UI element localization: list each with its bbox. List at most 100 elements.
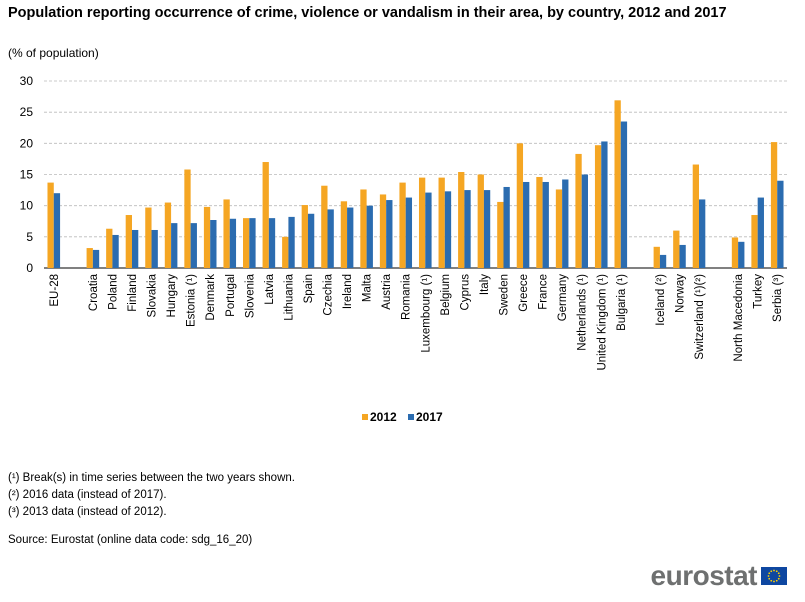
bar-2017 <box>307 213 315 268</box>
x-tick-label: Italy <box>479 274 491 295</box>
bar-2017 <box>249 218 256 268</box>
bar-2012 <box>243 218 250 268</box>
bar-2017 <box>190 223 197 268</box>
bar-2012 <box>164 202 172 268</box>
bar-2017 <box>405 197 413 268</box>
flag-star <box>775 570 778 573</box>
x-tick-label: Latvia <box>264 273 276 304</box>
bar-2012 <box>47 182 54 268</box>
x-tick-label: Finland <box>127 274 139 312</box>
bar-2012 <box>399 182 406 268</box>
bar-2012 <box>321 185 328 268</box>
bar-2017 <box>503 186 510 268</box>
bar-2017 <box>425 192 432 268</box>
bar-2017 <box>601 141 608 268</box>
bar-2012 <box>497 201 504 268</box>
bar-2017 <box>268 218 276 268</box>
logo-text: eurostat <box>650 560 758 591</box>
flag-star <box>768 572 771 575</box>
bar-2017 <box>171 223 178 268</box>
bar-2012 <box>418 177 426 268</box>
bar-2017 <box>679 244 686 268</box>
x-tick-label: Czechia <box>323 273 335 315</box>
bar-2012 <box>751 215 758 268</box>
flag-star <box>768 577 771 580</box>
bar-2017 <box>92 249 100 268</box>
bar-2017 <box>777 180 784 268</box>
legend-swatch <box>362 414 368 420</box>
y-tick-label: 15 <box>20 168 34 182</box>
y-tick-label: 20 <box>20 136 34 150</box>
bar-2017 <box>327 209 334 268</box>
bar-2017 <box>757 197 764 268</box>
x-tick-label: Poland <box>107 274 119 310</box>
bar-chart: 0 5 10 15 20 25 30 EU-28 Croatia Poland Finland Slo… <box>20 74 787 424</box>
bar-2012 <box>262 162 269 268</box>
flag-star <box>777 572 780 575</box>
bar-2012 <box>673 230 680 268</box>
legend-swatch <box>408 414 414 420</box>
x-tick-label: Spain <box>303 274 315 303</box>
footnote: (³) 2013 data (instead of 2012). <box>8 506 167 518</box>
x-tick-label: Slovenia <box>244 273 256 318</box>
bar-2012 <box>301 205 308 268</box>
bar-2017 <box>444 191 452 268</box>
bar-2012 <box>536 176 543 268</box>
bar-2012 <box>516 143 524 268</box>
bar-2012 <box>203 206 211 268</box>
bar-2017 <box>386 200 393 268</box>
bar-2012 <box>86 248 93 268</box>
footnote: (²) 2016 data (instead of 2017). <box>8 489 167 501</box>
x-tick-label: United Kingdom (¹) <box>596 274 608 371</box>
x-tick-label: Denmark <box>205 274 217 321</box>
bar-2017 <box>562 179 569 268</box>
footnote: (¹) Break(s) in time series between the … <box>8 472 295 484</box>
x-tick-label: Sweden <box>499 274 511 316</box>
x-tick-label: Slovakia <box>147 273 159 317</box>
bar-2012 <box>340 201 348 268</box>
x-tick-label: Belgium <box>440 274 452 316</box>
x-tick-label: Germany <box>557 274 569 322</box>
bar-2012 <box>594 145 602 268</box>
legend-label: 2017 <box>416 410 443 424</box>
bar-2012 <box>282 236 289 268</box>
flag-star <box>778 575 781 577</box>
flag-star <box>773 580 775 583</box>
x-tick-label: Estonia (¹) <box>186 274 198 327</box>
eurostat-logo: eurostat <box>651 560 787 592</box>
bar-2012 <box>379 194 387 268</box>
bar-2012 <box>438 177 445 268</box>
footnotes: (¹) Break(s) in time series between the … <box>8 470 295 521</box>
x-tick-label: Serbia (³) <box>772 274 784 322</box>
x-tick-label: Romania <box>401 273 413 320</box>
x-tick-label: EU-28 <box>49 274 61 307</box>
x-tick-label: Luxembourg (¹) <box>420 274 432 353</box>
x-tick-label: Croatia <box>88 273 100 311</box>
x-tick-label: Cyprus <box>459 274 471 311</box>
x-tick-label: Ireland <box>342 274 354 309</box>
bar-2017 <box>659 254 667 268</box>
bar-2017 <box>112 234 119 268</box>
x-tick-label: Lithuania <box>283 273 295 320</box>
flag-star <box>767 575 770 577</box>
bar-2017 <box>523 181 530 268</box>
bar-2017 <box>347 207 354 268</box>
bar-2017 <box>581 174 588 268</box>
bar-2017 <box>288 216 295 268</box>
bar-2017 <box>483 190 491 268</box>
bar-2012 <box>692 164 700 268</box>
y-tick-label: 30 <box>20 74 34 88</box>
legend-label: 2012 <box>370 410 397 424</box>
bar-2017 <box>53 193 61 268</box>
bar-2017 <box>699 199 706 268</box>
x-tick-label: Switzerland (¹)(²) <box>694 274 706 360</box>
bar-2012 <box>477 174 484 268</box>
bar-2017 <box>464 190 471 268</box>
y-tick-label: 10 <box>20 199 34 213</box>
x-tick-label: Norway <box>675 274 687 313</box>
x-tick-label: Malta <box>362 273 374 302</box>
bar-2017 <box>229 218 237 268</box>
bar-2017 <box>542 181 549 268</box>
x-tick-label: Greece <box>518 274 530 312</box>
x-tick-label: Portugal <box>225 274 237 317</box>
